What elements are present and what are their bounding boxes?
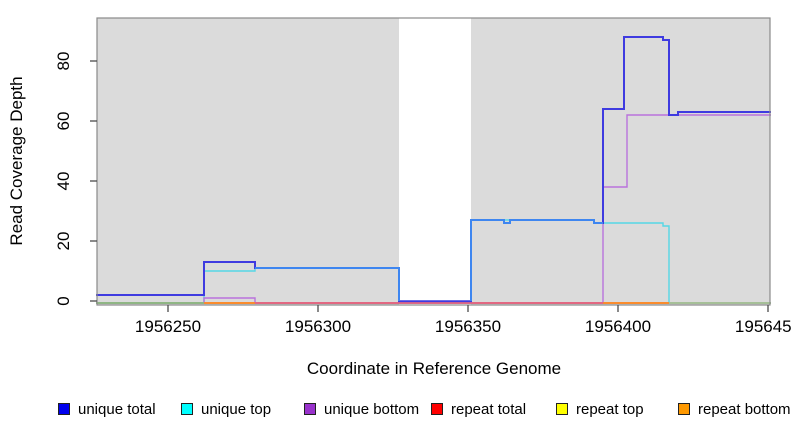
overlap-highlight-1 (470, 219, 603, 301)
y-tick-label: 20 (54, 232, 73, 251)
plot-border (96, 17, 771, 306)
overlap-highlight-0 (255, 267, 400, 301)
x-tick-label: 1956300 (285, 317, 351, 336)
y-axis-label: Read Coverage Depth (7, 76, 26, 245)
plot-area (96, 18, 771, 305)
y-tick-label: 40 (54, 172, 73, 191)
uncovered-gap-band (399, 18, 471, 305)
x-axis-label: Coordinate in Reference Genome (307, 359, 561, 378)
y-tick-label: 80 (54, 52, 73, 71)
x-tick-label: 1956400 (585, 317, 651, 336)
y-tick-label: 0 (54, 296, 73, 305)
x-tick-label: 1956250 (135, 317, 201, 336)
y-tick-label: 60 (54, 112, 73, 131)
x-tick-label: 1956350 (435, 317, 501, 336)
